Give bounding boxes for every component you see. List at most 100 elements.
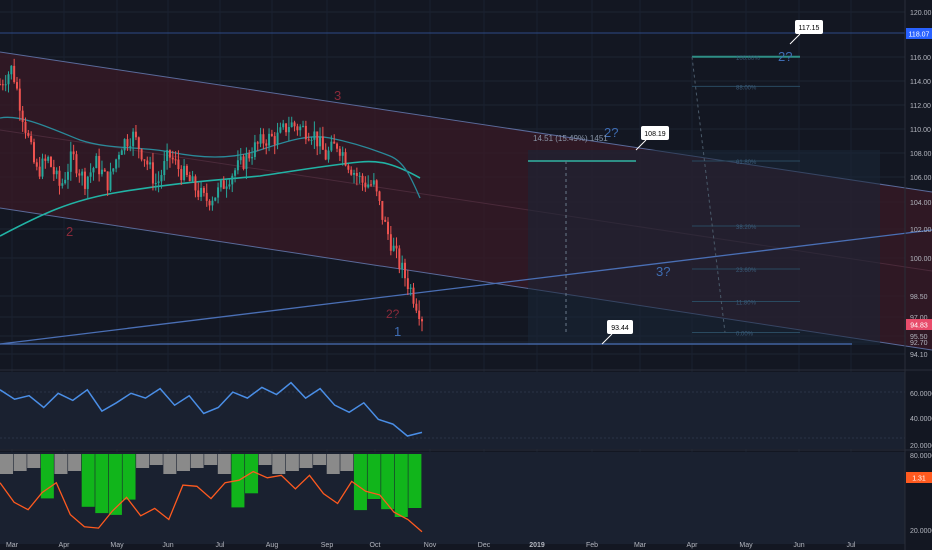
candle-body (72, 151, 75, 155)
candle-body (234, 170, 237, 176)
candle-body (222, 180, 225, 189)
oscillator-panel (0, 452, 905, 544)
price-tick-label: 110.00 (910, 127, 931, 134)
candle-body (32, 142, 35, 163)
candle-body (378, 191, 381, 201)
candle-body (228, 184, 231, 187)
candle-body (191, 176, 194, 182)
candle-body (279, 127, 282, 133)
price-tick-label: 116.00 (910, 55, 931, 62)
candle-body (251, 156, 254, 159)
price-tick-label: 112.00 (910, 103, 931, 110)
candle-body (21, 110, 24, 122)
candle-body (268, 133, 271, 146)
candle-body (211, 200, 214, 206)
candle-body (100, 169, 103, 175)
time-tick-label: Feb (586, 542, 598, 549)
candle-body (75, 154, 78, 174)
wave-label-1: 1 (394, 324, 401, 339)
oscillator-bar (367, 454, 381, 499)
candle-body (183, 165, 186, 181)
candle-body (387, 221, 390, 235)
candle-body (214, 197, 217, 201)
candle-body (333, 141, 336, 144)
oscillator-bar (54, 454, 68, 474)
candle-body (103, 169, 106, 172)
candle-body (302, 125, 305, 127)
candle-body (324, 149, 327, 160)
oscillator-bar (326, 454, 340, 474)
callout-117: 117.15 (789, 20, 823, 45)
measure-label: 14.51 (15.49%) 1451 (533, 134, 608, 143)
svg-text:1.31: 1.31 (912, 476, 926, 483)
candle-body (208, 200, 211, 206)
candle-body (276, 132, 279, 145)
rsi-line (0, 381, 423, 437)
fib-level-label: 11.80% (736, 301, 757, 307)
candle-body (1, 84, 4, 86)
candle-body (418, 310, 421, 320)
oscillator-axis[interactable]: 80.0000 20.0000 (910, 453, 932, 535)
candle-body (395, 245, 398, 249)
candle-body (157, 181, 160, 184)
candle-body (307, 139, 310, 141)
candle-body (364, 182, 367, 188)
time-tick-label: Jul (847, 542, 856, 549)
candle-body (327, 150, 330, 160)
oscillator-value-tag: 1.31 (906, 472, 932, 483)
projection-box (528, 150, 880, 345)
oscillator-bar (136, 454, 150, 468)
candle-body (293, 122, 296, 127)
candle-body (217, 187, 220, 198)
candle-body (35, 162, 38, 167)
candle-body (95, 156, 98, 169)
oscillator-bar (81, 454, 95, 507)
time-tick-label: Nov (424, 542, 437, 549)
time-tick-label: Sep (321, 542, 334, 549)
time-tick-label: May (110, 542, 124, 549)
candle-body (245, 153, 248, 169)
price-tick-label: 114.00 (910, 79, 931, 86)
candle-body (137, 137, 140, 150)
price-tick-label: 98.50 (910, 294, 928, 301)
oscillator-bar (381, 454, 395, 510)
price-tick-label: 106.00 (910, 175, 932, 182)
candle-body (92, 168, 95, 173)
candle-body (177, 159, 180, 170)
time-axis[interactable]: Mar Apr May Jun Jul Aug Sep Oct Nov Dec 2019 Feb Mar… (6, 542, 856, 549)
oscillator-bar (245, 454, 259, 494)
candle-body (338, 148, 341, 156)
candle-body (253, 142, 256, 157)
rsi-axis[interactable]: 60.0000 40.0000 20.0000 (910, 391, 932, 450)
oscillator-tick-label: 20.0000 (910, 528, 932, 535)
wave-label-2: 2 (66, 224, 73, 239)
candle-body (341, 152, 344, 156)
candle-body (0, 84, 1, 86)
price-tick-label: 97.00 (910, 315, 928, 322)
candle-body (236, 160, 239, 171)
oscillator-bar (13, 454, 27, 471)
candle-body (415, 303, 418, 311)
candle-body (98, 156, 101, 175)
time-tick-label: 2019 (529, 542, 545, 549)
candle-body (313, 131, 316, 140)
candle-body (18, 88, 21, 111)
candle-body (69, 151, 72, 172)
candle-body (83, 171, 86, 189)
candle-body (205, 192, 208, 201)
candle-body (304, 125, 307, 140)
candle-body (370, 184, 373, 186)
oscillator-bar (204, 454, 218, 465)
candle-body (64, 179, 67, 184)
fib-level-label: 38.20% (736, 225, 757, 231)
candle-body (13, 65, 16, 83)
candle-body (262, 134, 265, 144)
wave-label-2q-mid: 2? (604, 125, 618, 140)
candle-body (347, 165, 350, 170)
candle-body (180, 169, 183, 181)
oscillator-bar (272, 454, 286, 474)
candle-body (384, 219, 387, 222)
oscillator-bar (27, 454, 41, 468)
wave-label-2q-right: 2? (778, 49, 792, 64)
